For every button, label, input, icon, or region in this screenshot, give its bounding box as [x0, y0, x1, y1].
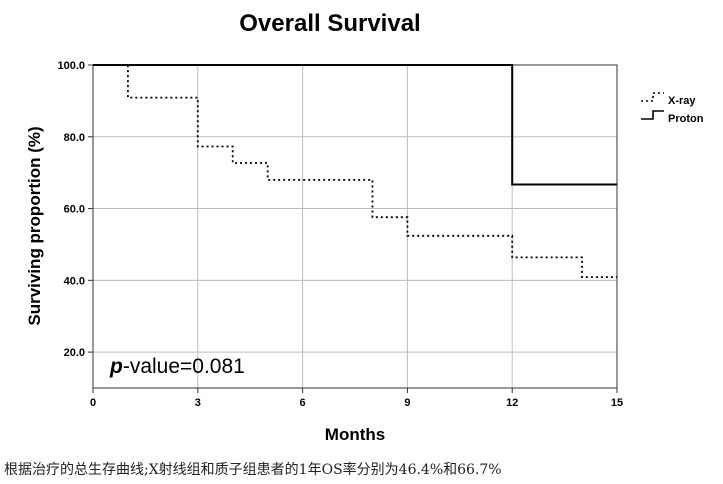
- series-layer: [93, 64, 617, 279]
- legend-item-proton: Proton: [641, 110, 704, 125]
- x-tick-label: 12: [506, 397, 518, 409]
- x-tick-label: 0: [90, 397, 96, 409]
- legend: X-ray Proton: [641, 92, 704, 125]
- figure-caption: 根据治疗的总生存曲线;X射线组和质子组患者的1年OS率分别为46.4%和66.7…: [4, 462, 502, 478]
- y-tick-label: 100.0: [57, 60, 85, 72]
- x-tick-label: 9: [404, 397, 410, 409]
- x-axis-ticks: 0 3 6 9 12 15: [90, 388, 623, 409]
- x-tick-label: 15: [611, 397, 623, 409]
- plot-frame: [92, 64, 618, 389]
- y-axis-ticks: 20.0 40.0 60.0 80.0 100.0: [57, 60, 93, 359]
- grid-lines: [93, 65, 617, 388]
- y-tick-label: 40.0: [64, 275, 85, 287]
- legend-item-xray: X-ray: [641, 92, 696, 107]
- legend-swatch-xray: [641, 92, 664, 102]
- x-tick-label: 6: [300, 397, 306, 409]
- x-tick-label: 3: [195, 397, 201, 409]
- series-proton-curve: [93, 64, 617, 186]
- legend-swatch-proton: [641, 110, 664, 120]
- y-axis-label: Surviving proportion (%): [25, 126, 44, 325]
- series-x-ray-curve: [93, 64, 617, 279]
- chart-title: Overall Survival: [239, 10, 420, 37]
- y-tick-label: 20.0: [64, 347, 85, 359]
- y-tick-label: 60.0: [64, 204, 85, 216]
- y-tick-label: 80.0: [64, 132, 85, 144]
- x-axis-label: Months: [325, 425, 385, 444]
- legend-label-xray: X-ray: [668, 95, 696, 107]
- legend-label-proton: Proton: [668, 113, 704, 125]
- p-value-prefix: p: [109, 355, 123, 378]
- p-value-text: -value=0.081: [123, 355, 245, 378]
- p-value-annotation: p-value=0.081: [109, 355, 245, 378]
